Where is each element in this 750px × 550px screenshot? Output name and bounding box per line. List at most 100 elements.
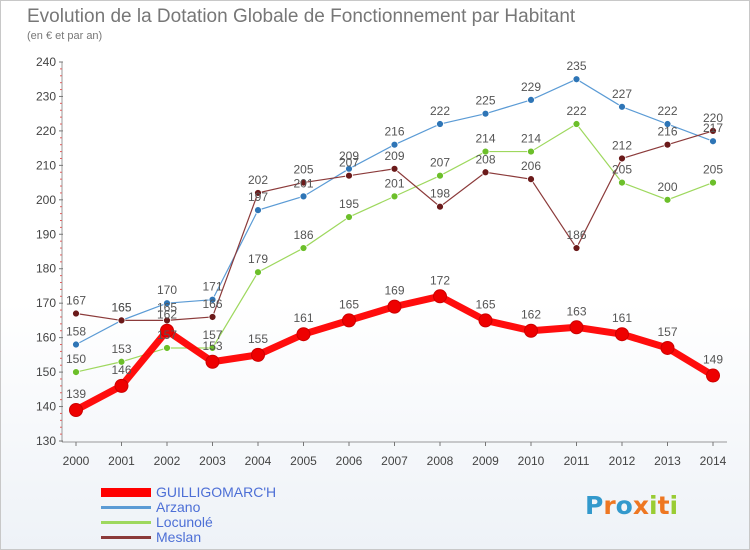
data-label-arzano: 217 bbox=[703, 121, 723, 135]
data-point-locunol bbox=[72, 368, 80, 376]
data-point-guilligomarc-h bbox=[660, 340, 675, 355]
data-label-meslan: 202 bbox=[248, 173, 268, 187]
data-point-guilligomarc-h bbox=[69, 402, 83, 417]
data-label-locunol: 200 bbox=[657, 180, 677, 194]
data-label-guilligomarc-h: 155 bbox=[248, 332, 268, 346]
x-tick-label: 2011 bbox=[564, 454, 590, 468]
data-point-guilligomarc-h bbox=[296, 327, 311, 342]
legend-label-arzano: Arzano bbox=[156, 499, 201, 515]
data-label-locunol: 201 bbox=[384, 176, 404, 190]
data-label-guilligomarc-h: 169 bbox=[384, 284, 404, 298]
data-label-locunol: 150 bbox=[66, 352, 86, 366]
data-point-arzano bbox=[299, 192, 308, 201]
data-label-meslan: 165 bbox=[111, 300, 131, 314]
data-label-meslan: 198 bbox=[430, 187, 450, 201]
data-label-arzano: 158 bbox=[66, 325, 86, 339]
data-label-guilligomarc-h: 146 bbox=[111, 363, 131, 377]
data-label-arzano: 227 bbox=[612, 87, 632, 101]
data-label-arzano: 165 bbox=[111, 300, 131, 314]
data-point-arzano bbox=[390, 140, 399, 149]
data-point-meslan bbox=[72, 309, 80, 318]
legend-label-locunole: Locunolé bbox=[156, 514, 213, 530]
data-point-locunol bbox=[117, 357, 126, 366]
data-point-locunol bbox=[709, 178, 717, 187]
data-point-arzano bbox=[572, 75, 581, 84]
data-point-guilligomarc-h bbox=[524, 323, 538, 338]
x-tick-label: 2003 bbox=[199, 454, 226, 468]
data-label-locunol: 195 bbox=[339, 197, 359, 211]
y-tick-label: 160 bbox=[36, 331, 56, 345]
data-label-arzano: 216 bbox=[384, 125, 404, 139]
y-tick-label: 230 bbox=[36, 89, 56, 103]
data-label-guilligomarc-h: 161 bbox=[293, 311, 313, 325]
data-label-meslan: 212 bbox=[612, 138, 632, 152]
data-point-locunol bbox=[299, 244, 308, 252]
legend-swatch-guilligomarch bbox=[101, 488, 151, 497]
data-point-locunol bbox=[254, 268, 262, 277]
y-tick-label: 240 bbox=[36, 55, 56, 69]
data-point-locunol bbox=[163, 344, 171, 352]
logo-letter: o bbox=[615, 491, 633, 520]
data-point-locunol bbox=[481, 147, 490, 156]
y-tick-label: 180 bbox=[36, 262, 56, 276]
data-label-meslan: 209 bbox=[384, 149, 404, 163]
data-point-arzano bbox=[481, 109, 490, 118]
data-label-arzano: 222 bbox=[657, 104, 677, 118]
data-label-locunol: 179 bbox=[248, 252, 268, 266]
data-label-guilligomarc-h: 157 bbox=[657, 325, 677, 339]
x-tick-label: 2012 bbox=[609, 454, 636, 468]
x-tick-label: 2006 bbox=[336, 454, 363, 468]
data-label-meslan: 208 bbox=[475, 152, 495, 166]
data-point-locunol bbox=[208, 344, 217, 352]
data-label-arzano: 229 bbox=[521, 80, 541, 94]
data-label-locunol: 207 bbox=[430, 156, 450, 170]
axes: 130 140 150 160 170 180 190 200 210 220 230 240 2000… bbox=[36, 55, 727, 468]
data-label-guilligomarc-h: 161 bbox=[612, 311, 632, 325]
data-point-guilligomarc-h bbox=[205, 354, 220, 369]
data-labels: 158 165 170 171 197 201 209 216 222 225 229 235 227 2… bbox=[66, 59, 723, 401]
data-label-arzano: 235 bbox=[566, 59, 586, 73]
data-label-guilligomarc-h: 163 bbox=[566, 304, 586, 318]
data-label-locunol: 222 bbox=[566, 104, 586, 118]
legend-item-meslan: Meslan bbox=[101, 530, 276, 545]
x-tick-label: 2014 bbox=[700, 454, 727, 468]
y-tick-label: 150 bbox=[36, 365, 56, 379]
data-point-arzano bbox=[163, 299, 171, 308]
logo-letter: i bbox=[649, 491, 658, 520]
data-label-arzano: 170 bbox=[157, 283, 177, 297]
data-point-arzano bbox=[72, 340, 80, 349]
legend-label-meslan: Meslan bbox=[156, 529, 202, 545]
data-label-locunol: 205 bbox=[612, 163, 632, 177]
legend: GUILLIGOMARC'H Arzano Locunolé Meslan bbox=[101, 485, 276, 545]
series-lines bbox=[69, 75, 720, 417]
legend-label-guilligomarch: GUILLIGOMARC'H bbox=[156, 484, 277, 500]
data-label-arzano: 209 bbox=[339, 149, 359, 163]
data-point-locunol bbox=[527, 147, 535, 156]
data-label-guilligomarc-h: 162 bbox=[521, 308, 541, 322]
x-tick-label: 2010 bbox=[518, 454, 545, 468]
y-tick-label: 130 bbox=[36, 434, 56, 448]
data-point-locunol bbox=[345, 213, 353, 221]
x-tick-label: 2004 bbox=[245, 454, 272, 468]
data-point-locunol bbox=[436, 171, 444, 180]
legend-item-arzano: Arzano bbox=[101, 500, 276, 515]
data-point-guilligomarc-h bbox=[160, 323, 174, 338]
data-label-meslan: 207 bbox=[339, 156, 359, 170]
data-point-arzano bbox=[709, 137, 717, 146]
data-point-guilligomarc-h bbox=[387, 299, 402, 314]
legend-item-locunole: Locunolé bbox=[101, 515, 276, 530]
data-point-locunol bbox=[663, 195, 672, 204]
x-tick-label: 2005 bbox=[290, 454, 317, 468]
data-label-meslan: 167 bbox=[66, 294, 86, 308]
data-point-guilligomarc-h bbox=[615, 327, 629, 342]
data-point-meslan bbox=[709, 127, 717, 135]
data-point-meslan bbox=[663, 140, 672, 149]
x-tick-label: 2013 bbox=[654, 454, 681, 468]
data-label-locunol: 214 bbox=[475, 132, 495, 146]
logo-letter: r bbox=[603, 491, 616, 520]
data-label-locunol: 153 bbox=[111, 342, 131, 356]
y-tick-label: 140 bbox=[36, 400, 56, 414]
data-point-meslan bbox=[436, 202, 444, 211]
proxiti-logo: Proxiti bbox=[585, 491, 678, 520]
